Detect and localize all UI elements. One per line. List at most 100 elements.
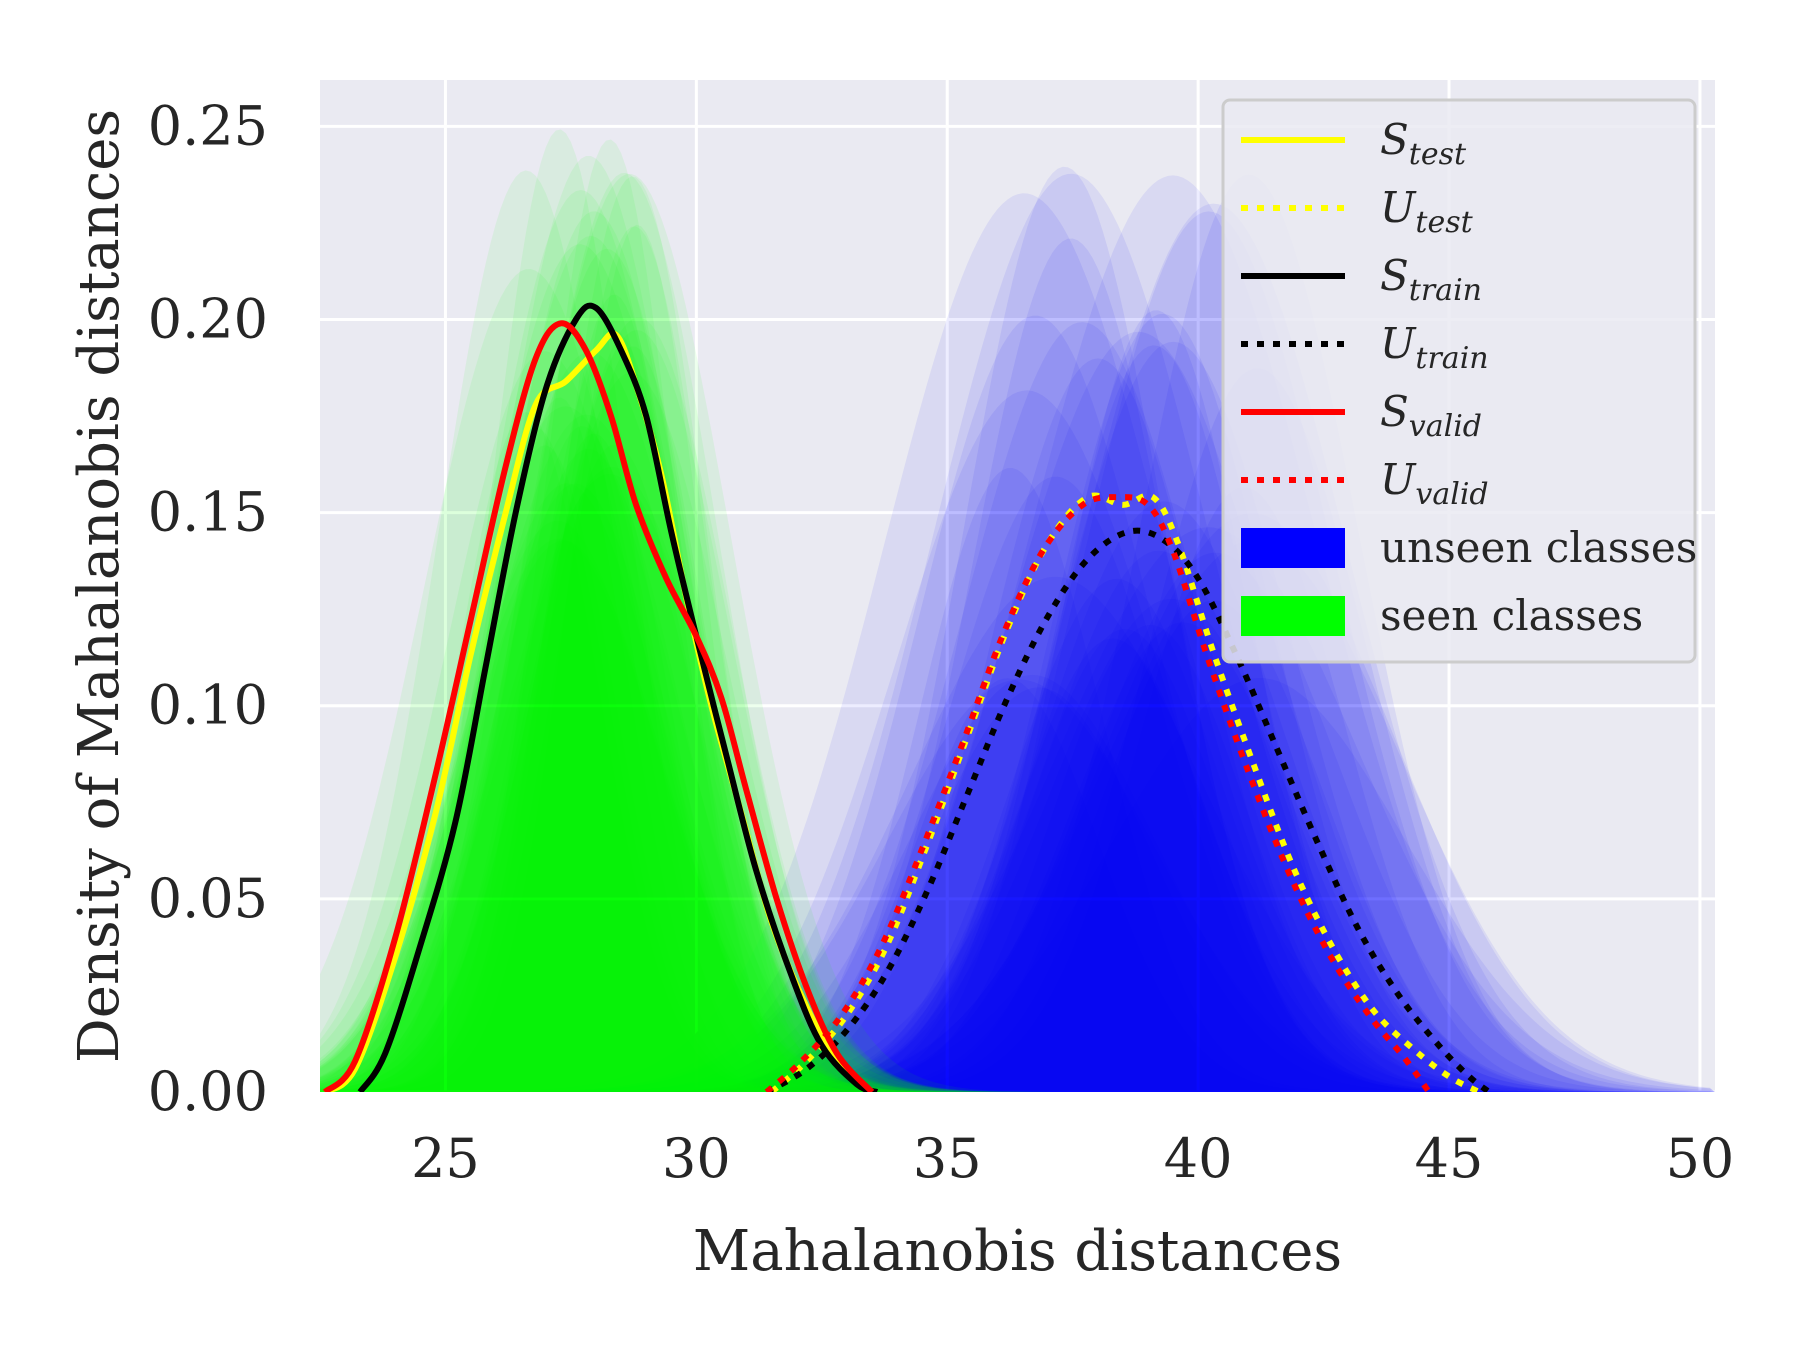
class-density-seen-classes-26 [320, 483, 1715, 1092]
class-density-seen-classes-23 [320, 211, 1715, 1092]
class-density-unseen-classes-23 [320, 624, 1715, 1092]
class-density-unseen-classes-31 [320, 552, 1715, 1092]
legend-label-main-U-valid: U [1380, 455, 1417, 504]
x-tick-label-25: 25 [411, 1127, 480, 1190]
class-density-unseen-classes-10 [320, 598, 1715, 1092]
class-density-unseen-classes-40 [320, 638, 1715, 1092]
class-density-seen-classes-7 [320, 172, 1715, 1092]
class-density-unseen-classes-4 [320, 600, 1715, 1092]
series-line-S-valid [322, 320, 875, 1092]
class-density-seen-classes-22 [320, 448, 1715, 1092]
legend: StestUtestStrainUtrainSvalidUvalidunseen… [1221, 98, 1697, 664]
x-tick-label-50: 50 [1666, 1127, 1735, 1190]
class-density-unseen-classes-28 [320, 175, 1715, 1092]
class-density-seen-classes-34 [320, 139, 1715, 1092]
series-line-U-test [769, 492, 1481, 1092]
class-density-unseen-classes-17 [320, 501, 1715, 1092]
class-density-seen-classes-10 [320, 248, 1715, 1092]
legend-label-main-U-test: U [1380, 183, 1417, 232]
density-lines [322, 302, 1492, 1092]
class-density-unseen-classes-35 [320, 341, 1715, 1092]
class-density-seen-classes-25 [320, 173, 1715, 1092]
y-tick-label-0.25: 0.25 [148, 94, 268, 157]
class-density-unseen-classes-22 [320, 629, 1715, 1092]
class-density-unseen-classes-32 [320, 358, 1715, 1092]
y-tick-label-0.05: 0.05 [148, 867, 268, 930]
y-tick-label-0.20: 0.20 [148, 287, 268, 350]
legend-label-subscript-S-test: test [1409, 137, 1467, 172]
class-density-seen-classes-20 [320, 224, 1715, 1092]
legend-label-S-train: Strain [1380, 251, 1482, 308]
x-tick-label-45: 45 [1415, 1127, 1484, 1190]
x-tick-label-40: 40 [1164, 1127, 1233, 1190]
class-density-fills [320, 129, 1715, 1092]
legend-label-S-test: Stest [1380, 115, 1467, 172]
legend-label-main-S-test: S [1380, 115, 1409, 164]
class-density-seen-classes-39 [320, 235, 1715, 1092]
fills-unseen-classes [320, 166, 1715, 1092]
legend-label-U-test: Utest [1380, 183, 1474, 240]
class-density-seen-classes-37 [320, 414, 1715, 1092]
class-density-unseen-classes-39 [320, 527, 1715, 1092]
class-density-unseen-classes-36 [320, 679, 1715, 1092]
class-density-seen-classes-36 [320, 170, 1715, 1092]
class-density-unseen-classes-12 [320, 677, 1715, 1092]
class-density-unseen-classes-7 [320, 238, 1715, 1092]
y-axis-label: Density of Mahalanobis distances [67, 109, 132, 1063]
class-density-seen-classes-6 [320, 426, 1715, 1092]
class-density-unseen-classes-1 [320, 193, 1715, 1092]
y-tick-label-0.00: 0.00 [148, 1060, 268, 1123]
class-density-unseen-classes-30 [320, 476, 1715, 1092]
class-density-seen-classes-16 [320, 445, 1715, 1092]
class-density-seen-classes-30 [320, 474, 1715, 1092]
class-density-unseen-classes-5 [320, 173, 1715, 1092]
class-density-unseen-classes-29 [320, 331, 1715, 1092]
class-density-unseen-classes-26 [320, 550, 1715, 1092]
class-density-unseen-classes-34 [320, 468, 1715, 1092]
class-density-seen-classes-31 [320, 433, 1715, 1092]
class-density-seen-classes-40 [320, 351, 1715, 1092]
class-density-unseen-classes-16 [320, 322, 1715, 1092]
class-density-seen-classes-4 [320, 269, 1715, 1092]
legend-label-U-train: Utrain [1380, 319, 1489, 376]
class-density-seen-classes-13 [320, 520, 1715, 1092]
legend-label-subscript-U-test: test [1415, 205, 1473, 240]
class-density-unseen-classes-13 [320, 513, 1715, 1092]
class-density-seen-classes-9 [320, 226, 1715, 1092]
class-density-seen-classes-8 [320, 156, 1715, 1092]
legend-label-seen-classes: seen classes [1380, 591, 1643, 640]
class-density-seen-classes-19 [320, 129, 1715, 1092]
class-density-unseen-classes-38 [320, 622, 1715, 1092]
legend-label-subscript-U-valid: valid [1415, 477, 1488, 512]
class-density-seen-classes-24 [320, 540, 1715, 1092]
fills-seen-classes [320, 129, 1715, 1092]
class-density-seen-classes-32 [320, 294, 1715, 1092]
class-density-seen-classes-35 [320, 466, 1715, 1092]
x-tick-label-30: 30 [662, 1127, 731, 1190]
x-axis-label: Mahalanobis distances [693, 1219, 1342, 1284]
class-density-unseen-classes-3 [320, 211, 1715, 1092]
class-density-unseen-classes-6 [320, 687, 1715, 1092]
legend-label-unseen-classes: unseen classes [1380, 523, 1697, 572]
legend-label-main-S-train: S [1380, 251, 1409, 300]
class-density-seen-classes-2 [320, 244, 1715, 1092]
legend-swatch-unseen-classes [1241, 528, 1345, 568]
class-density-unseen-classes-15 [320, 166, 1715, 1092]
class-density-seen-classes-15 [320, 427, 1715, 1092]
class-density-seen-classes-5 [320, 176, 1715, 1092]
class-density-unseen-classes-25 [320, 310, 1715, 1092]
class-density-seen-classes-18 [320, 406, 1715, 1092]
legend-label-S-valid: Svalid [1380, 387, 1482, 444]
class-density-unseen-classes-14 [320, 390, 1715, 1092]
legend-box [1221, 98, 1697, 664]
x-tick-label-35: 35 [913, 1127, 982, 1190]
class-density-unseen-classes-19 [320, 674, 1715, 1092]
legend-swatch-seen-classes [1241, 596, 1345, 636]
class-density-unseen-classes-8 [320, 576, 1715, 1092]
class-density-unseen-classes-9 [320, 540, 1715, 1092]
class-density-seen-classes-1 [320, 538, 1715, 1092]
tick-labels: 25 30 35 40 45 50 0.00 0.05 0.10 0.15 0.20 0.25 [148, 94, 1735, 1190]
class-density-unseen-classes-21 [320, 368, 1715, 1092]
legend-label-U-valid: Uvalid [1380, 455, 1489, 512]
